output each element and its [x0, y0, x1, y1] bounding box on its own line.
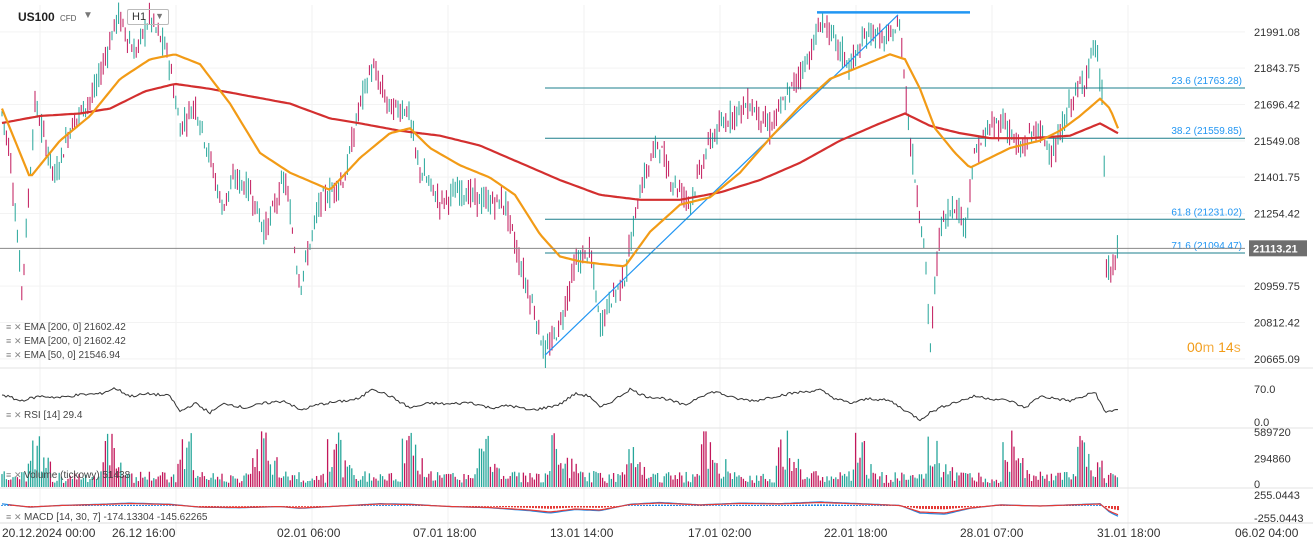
price-candles	[1, 2, 1118, 369]
time-axis-label: 22.01 18:00	[824, 526, 888, 540]
price-axis: 21991.08 21843.75 21696.42 21549.08 21401.75…	[1249, 27, 1307, 366]
fib-level-label: 23.6 (21763.28)	[1171, 76, 1242, 87]
price-axis-label: 21401.75	[1254, 172, 1300, 184]
volume-axis-label: 589720	[1254, 427, 1291, 439]
price-axis-label: 20959.75	[1254, 281, 1300, 293]
time-axis-label: 26.12 16:00	[112, 526, 176, 540]
rsi-pane: 70.0 0.0	[1, 384, 1275, 429]
trend-line	[544, 14, 899, 356]
close-icon[interactable]: ✕	[14, 336, 22, 346]
current-price-label: 21113.21	[1253, 243, 1298, 255]
legend-rsi[interactable]: ≡ ✕ RSI [14] 29.4	[6, 410, 83, 421]
ema-200-line	[1, 82, 1119, 201]
volume-axis-label: 294860	[1254, 454, 1291, 466]
close-icon[interactable]: ✕	[14, 470, 22, 480]
settings-icon[interactable]: ≡	[6, 410, 12, 420]
fib-level-label: 71.6 (21094.47)	[1171, 241, 1242, 252]
time-axis-label: 06.02 04:00	[1235, 526, 1299, 540]
timeframe-value: H1	[132, 11, 147, 23]
macd-axis-label: -255.0443	[1254, 513, 1304, 525]
time-axis: 20.12.2024 00:00 26.12 16:00 02.01 06:00 07…	[2, 526, 1299, 540]
rsi-axis-label: 70.0	[1254, 384, 1275, 396]
macd-signal-line	[7, 501, 1119, 516]
fib-level-label: 61.8 (21231.02)	[1171, 207, 1242, 218]
price-axis-label: 20812.42	[1254, 317, 1300, 329]
current-price-badge	[1249, 240, 1307, 257]
legend-ema-200-a[interactable]: ≡ ✕ EMA [200, 0] 21602.42	[6, 322, 126, 333]
time-axis-label: 28.01 07:00	[960, 526, 1024, 540]
price-axis-label: 21549.08	[1254, 136, 1300, 148]
legend-ema-200-b[interactable]: ≡ ✕ EMA [200, 0] 21602.42	[6, 336, 126, 347]
close-icon[interactable]: ✕	[14, 512, 22, 522]
time-axis-label: 02.01 06:00	[277, 526, 341, 540]
time-axis-label: 07.01 18:00	[413, 526, 477, 540]
timeframe-select[interactable]: H1 ▼	[127, 9, 169, 25]
chart-grid	[0, 5, 1313, 535]
time-axis-label: 20.12.2024 00:00	[2, 526, 96, 540]
legend-macd[interactable]: ≡ ✕ MACD [14, 30, 7] -174.13304 -145.62265	[6, 512, 208, 523]
legend-ema-50[interactable]: ≡ ✕ EMA [50, 0] 21546.94	[6, 350, 121, 361]
close-icon[interactable]: ✕	[14, 350, 22, 360]
time-axis-label: 13.01 14:00	[550, 526, 614, 540]
time-axis-label: 31.01 18:00	[1097, 526, 1161, 540]
candle-countdown: 00m 14s	[1187, 339, 1241, 355]
settings-icon[interactable]: ≡	[6, 350, 12, 360]
ema-lines	[0, 53, 1245, 268]
legend-volume[interactable]: ≡ ✕ Volume (tickowy) 51438	[6, 470, 131, 481]
macd-pane: 255.0443 -255.0443	[1, 490, 1304, 525]
fib-retracement[interactable]: 23.6 (21763.28) 38.2 (21559.85) 61.8 (2123…	[544, 11, 1245, 356]
price-axis-label: 21696.42	[1254, 100, 1300, 112]
settings-icon[interactable]: ≡	[6, 470, 12, 480]
ema-50-line	[0, 53, 1120, 268]
price-axis-label: 21843.75	[1254, 63, 1300, 75]
settings-icon[interactable]: ≡	[6, 336, 12, 346]
symbol-dropdown-icon[interactable]: ▼	[83, 10, 93, 21]
settings-icon[interactable]: ≡	[6, 512, 12, 522]
rsi-line	[1, 387, 1119, 422]
time-axis-label: 17.01 02:00	[688, 526, 752, 540]
rsi-axis-label: 0.0	[1254, 417, 1269, 429]
symbol-type: CFD	[60, 14, 77, 23]
volume-pane: 589720 294860 0	[1, 427, 1291, 491]
price-axis-label: 21991.08	[1254, 27, 1300, 39]
fib-level-label: 38.2 (21559.85)	[1171, 126, 1242, 137]
close-icon[interactable]: ✕	[14, 410, 22, 420]
symbol-name[interactable]: US100	[18, 10, 55, 24]
volume-axis-label: 0	[1254, 479, 1260, 491]
settings-icon[interactable]: ≡	[6, 322, 12, 332]
chevron-down-icon: ▼	[155, 11, 164, 21]
price-axis-label: 21254.42	[1254, 208, 1300, 220]
close-icon[interactable]: ✕	[14, 322, 22, 332]
price-axis-label: 20665.09	[1254, 354, 1300, 366]
macd-axis-label: 255.0443	[1254, 490, 1300, 502]
